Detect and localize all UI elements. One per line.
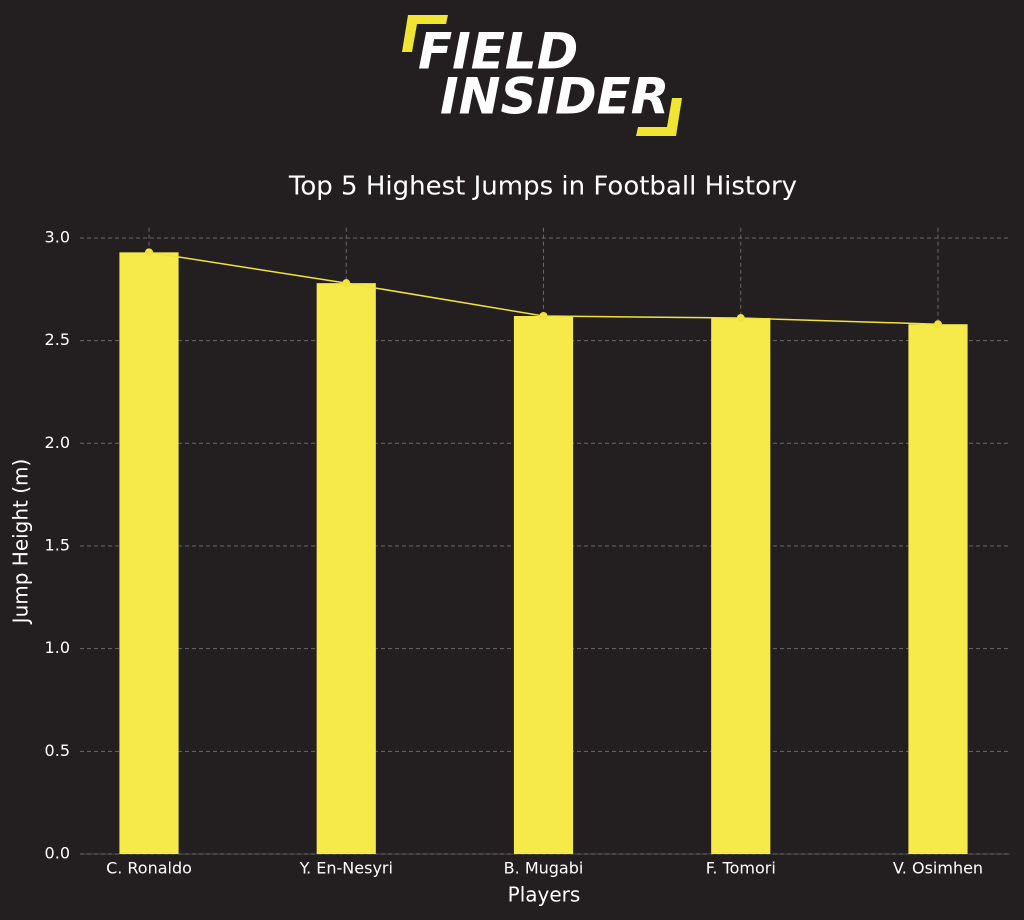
x-axis-label: Players <box>508 883 581 907</box>
x-tick-label: C. Ronaldo <box>106 859 192 878</box>
line-point <box>934 320 942 329</box>
x-tick-label: F. Tomori <box>706 859 776 878</box>
x-tick-label: Y. En-Nesyri <box>299 859 393 878</box>
logo: FIELD INSIDER <box>402 15 682 136</box>
y-tick-label: 0.0 <box>45 844 70 863</box>
y-tick-label: 2.0 <box>45 433 70 452</box>
line-point <box>736 314 745 323</box>
bar <box>119 252 179 854</box>
logo-text: INSIDER <box>440 68 669 126</box>
y-tick-label: 2.5 <box>45 330 70 349</box>
line-point <box>145 248 153 257</box>
x-tick-label: V. Osimhen <box>893 859 983 878</box>
logo-bracket <box>402 15 448 52</box>
line-point <box>539 311 548 320</box>
x-tick-label: B. Mugabi <box>504 859 584 878</box>
y-tick-label: 1.5 <box>45 535 70 554</box>
logo-bracket <box>636 98 682 136</box>
logo-text: FIELD <box>418 23 578 81</box>
chart-title: Top 5 Highest Jumps in Football History <box>288 172 797 202</box>
y-axis-label: Jump Height (m) <box>9 459 33 626</box>
bar <box>316 283 376 854</box>
line-point <box>342 279 351 288</box>
bar <box>513 315 574 854</box>
y-tick-label: 1.0 <box>45 638 70 657</box>
bar <box>908 324 968 854</box>
bar <box>711 318 771 854</box>
y-tick-label: 3.0 <box>45 227 70 246</box>
y-tick-label: 0.5 <box>45 741 70 760</box>
